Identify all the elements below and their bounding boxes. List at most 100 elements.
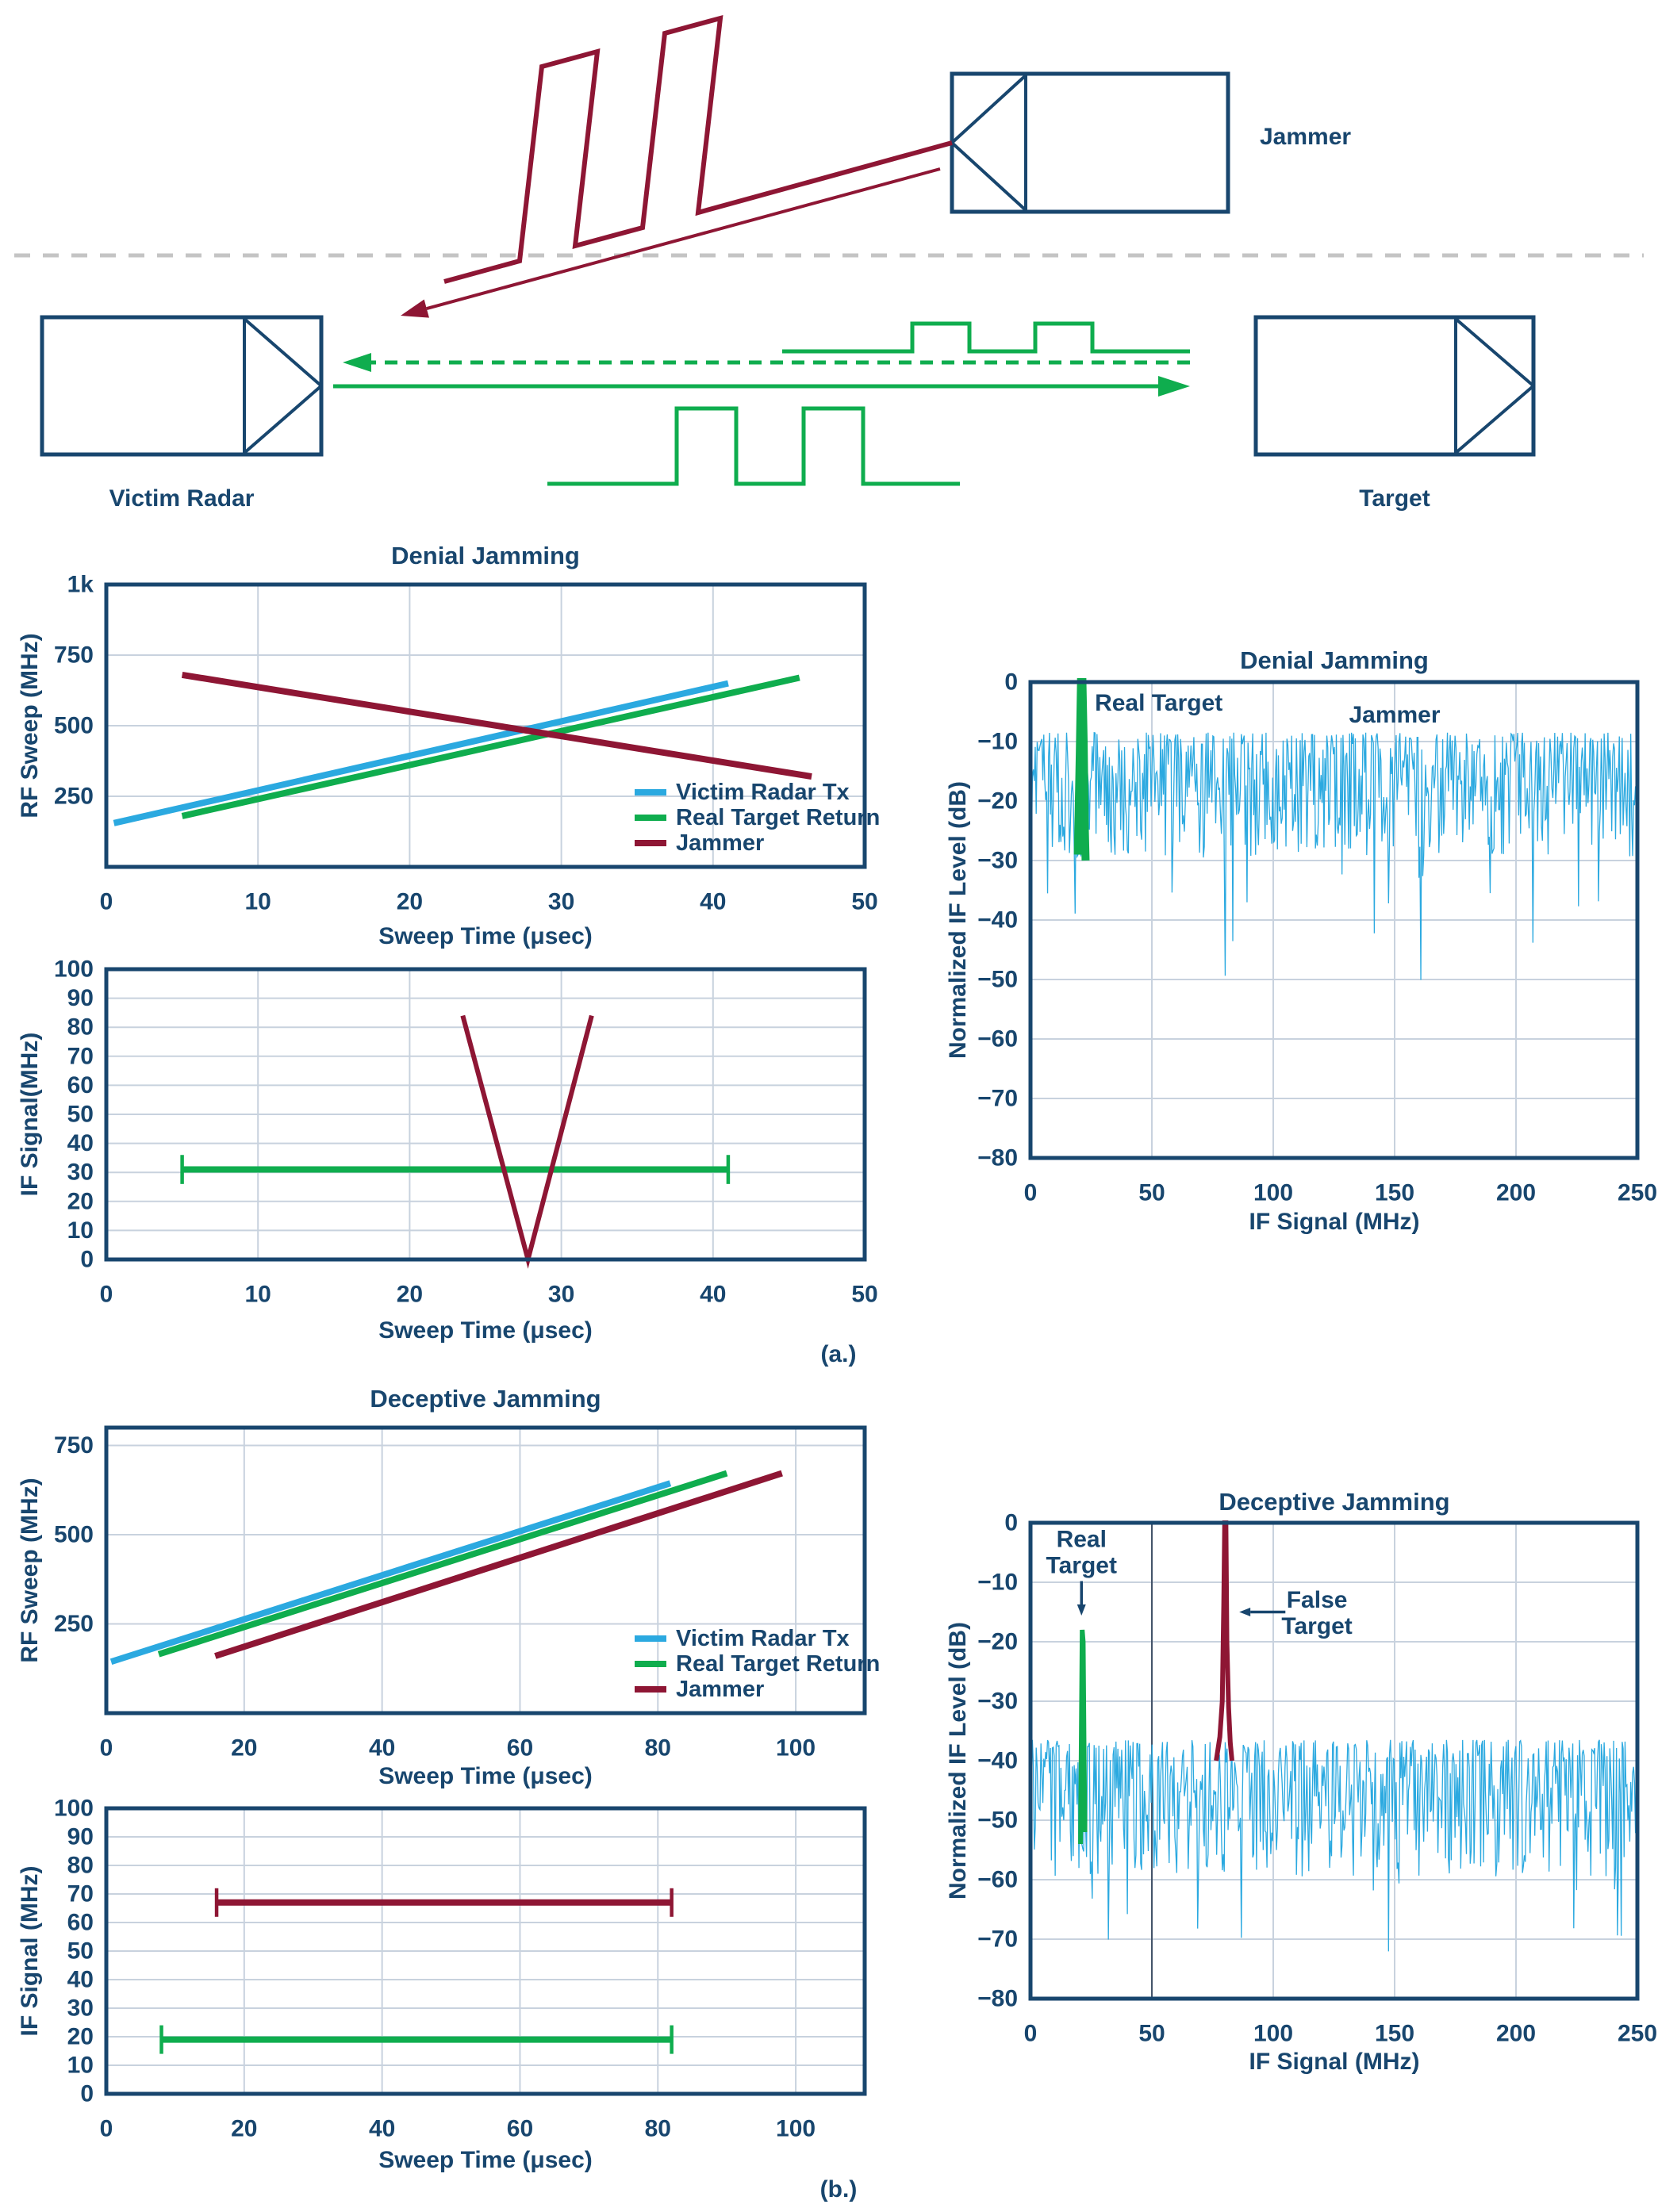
deceptive-if-signal-xtick-label: 40: [369, 2116, 395, 2142]
denial-if-signal-ytick-label: 100: [54, 956, 94, 983]
deceptive-rf-sweep-xtick-label: 0: [100, 1735, 113, 1762]
denial-if-signal-xtick-label: 20: [397, 1282, 423, 1308]
victim-radar-antenna-edge: [243, 384, 323, 454]
deceptive-if-signal-frame: [104, 1806, 867, 2096]
victim-radar-antenna-edge: [243, 317, 323, 388]
denial-rf-sweep-xtick-label: 30: [548, 889, 574, 915]
jammer-signal-arrow-head: [401, 299, 429, 318]
deceptive-spectrum-ytick-label: −40: [977, 1748, 1018, 1774]
denial-spectrum-ytick-label: −60: [977, 1026, 1018, 1052]
jammer-signal-arrow-shaft: [426, 167, 941, 311]
denial-rf-sweep-ytick-label: 750: [54, 642, 94, 669]
denial-rf-sweep-series-real-target-return: [181, 674, 800, 819]
denial-rf-sweep-legend-label: Victim Radar Tx: [676, 780, 850, 805]
jammer-antenna-edge: [950, 141, 1027, 212]
denial-spectrum-series-real-target-peak: [1073, 678, 1090, 861]
deceptive-rf-sweep-xtick-label: 20: [231, 1735, 257, 1762]
deceptive-spectrum-xtick-label: 150: [1375, 2021, 1414, 2047]
denial-spectrum-xtick-label: 50: [1138, 1180, 1165, 1206]
victim-radar-box-label: Victim Radar: [109, 485, 255, 512]
radar-tx-pulses: [547, 406, 960, 486]
denial-rf-sweep-xtick-label: 40: [700, 889, 726, 915]
deceptive-rf-xlabel: Sweep Time (μsec): [378, 1763, 593, 1789]
deceptive-if-signal-ytick-label: 100: [54, 1796, 94, 1822]
deceptive-spectrum-ytick-label: −60: [977, 1867, 1018, 1893]
denial-spectrum-xtick-label: 250: [1618, 1180, 1657, 1206]
denial-rf-sweep-frame: [104, 582, 867, 869]
deceptive-if-signal-xtick-label: 20: [231, 2116, 257, 2142]
jammer-box-label: Jammer: [1260, 124, 1352, 150]
deceptive-rf-sweep-series-jammer: [214, 1470, 783, 1659]
deceptive-rf-sweep-ytick-label: 500: [54, 1522, 94, 1548]
victim-radar-box: [40, 315, 324, 457]
target-box: [1253, 315, 1536, 457]
deceptive-rf-ylabel: RF Sweep (MHz): [17, 1478, 43, 1663]
deceptive-spectrum-noise-trace: [1030, 1739, 1638, 1952]
deceptive-rf-sweep-xtick-label: 60: [507, 1735, 533, 1762]
deceptive-spectrum-annotation: Target: [1281, 1613, 1352, 1639]
denial-spectrum-xtick-label: 150: [1375, 1180, 1414, 1206]
deceptive-if-signal-ytick-label: 80: [67, 1853, 94, 1879]
denial-if-signal-xtick-label: 10: [245, 1282, 271, 1308]
deceptive-rf-sweep-legend-label: Real Target Return: [676, 1651, 880, 1677]
deceptive-spectrum-annotation-arrow-head: [1077, 1604, 1086, 1616]
denial-if-signal-xtick-label: 0: [100, 1282, 113, 1308]
deceptive-rf-sweep-frame: [104, 1425, 867, 1716]
deceptive-if-ylabel: IF Signal (MHz): [17, 1865, 43, 2037]
denial-spectrum-ytick-label: −80: [977, 1145, 1018, 1171]
deceptive-if-signal-ytick-label: 60: [67, 1910, 94, 1936]
denial-if-signal-xtick-label: 50: [851, 1282, 877, 1308]
deceptive-spectrum-ytick-label: −20: [977, 1629, 1018, 1655]
deceptive-if-signal-ytick-label: 20: [67, 2024, 94, 2050]
deceptive-spectrum-annotation-arrow-head: [1239, 1608, 1251, 1616]
deceptive-spectrum-ytick-label: −30: [977, 1689, 1018, 1715]
denial-rf-sweep-ytick-label: 500: [54, 713, 94, 739]
denial-if-signal-ytick-label: 20: [67, 1188, 94, 1214]
deceptive-spectrum-ytick-label: −80: [977, 1986, 1018, 2012]
denial-rf-sweep-series-jammer: [181, 671, 812, 780]
deceptive-if-signal-ytick-label: 30: [67, 1995, 94, 2022]
denial-rf-sweep-legend-label: Jammer: [676, 830, 764, 856]
denial-spectrum-ytick-label: −70: [977, 1086, 1018, 1112]
deceptive-rf-title: Deceptive Jamming: [370, 1385, 601, 1413]
denial-if-signal-xtick-label: 30: [548, 1282, 574, 1308]
deceptive-if-signal-ytick-label: 90: [67, 1824, 94, 1850]
denial-spectrum-xtick-label: 100: [1253, 1180, 1293, 1206]
section-b-label: (b.): [819, 2176, 858, 2202]
denial-if-signal-ytick-label: 90: [67, 985, 94, 1011]
deceptive-if-signal-xtick-label: 80: [645, 2116, 671, 2142]
deceptive-rf-sweep-ytick-label: 250: [54, 1611, 94, 1637]
denial-spectrum-ytick-label: −10: [977, 729, 1018, 755]
deceptive-if-signal-ytick-label: 70: [67, 1881, 94, 1907]
deceptive-spectrum-series-real-target-peak: [1078, 1629, 1088, 1845]
denial-rf-ylabel: RF Sweep (MHz): [17, 633, 43, 818]
deceptive-if-signal-ytick-label: 10: [67, 2053, 94, 2079]
denial-if-signal-ytick-label: 70: [67, 1043, 94, 1069]
denial-spectrum-noise-trace: [1030, 731, 1638, 980]
denial-spectrum-xlabel: IF Signal (MHz): [1249, 1209, 1420, 1235]
denial-rf-sweep-xtick-label: 10: [245, 889, 271, 915]
deceptive-rf-sweep-legend-label: Victim Radar Tx: [676, 1626, 850, 1651]
deceptive-spectrum-xtick-label: 250: [1618, 2021, 1657, 2047]
deceptive-if-signal-ytick-label: 40: [67, 1967, 94, 1993]
jammer-box: [950, 71, 1230, 214]
denial-spectrum-xtick-label: 0: [1024, 1180, 1038, 1206]
denial-if-signal-ytick-label: 0: [80, 1247, 94, 1273]
target-return-pulses: [782, 321, 1190, 354]
denial-if-ylabel: IF Signal(MHz): [17, 1032, 43, 1197]
deceptive-spectrum-annotation: False: [1287, 1587, 1348, 1613]
deceptive-spectrum-xtick-label: 0: [1024, 2021, 1038, 2047]
denial-rf-sweep-ytick-label: 1k: [67, 572, 94, 598]
denial-spectrum-ytick-label: −40: [977, 907, 1018, 933]
denial-rf-sweep-legend-label: Real Target Return: [676, 805, 880, 830]
deceptive-spectrum-ytick-label: −10: [977, 1570, 1018, 1596]
deceptive-spectrum-ytick-label: 0: [1004, 1510, 1018, 1536]
deceptive-spectrum-ylabel: Normalized IF Level (dB): [945, 1621, 971, 1900]
denial-rf-sweep-xtick-label: 0: [100, 889, 113, 915]
section-a-label: (a.): [820, 1341, 857, 1367]
deceptive-spectrum-xtick-label: 100: [1253, 2021, 1293, 2047]
deceptive-if-signal-xtick-label: 0: [100, 2116, 113, 2142]
deceptive-spectrum-xlabel: IF Signal (MHz): [1249, 2049, 1420, 2075]
jammer-antenna-edge: [950, 74, 1027, 144]
